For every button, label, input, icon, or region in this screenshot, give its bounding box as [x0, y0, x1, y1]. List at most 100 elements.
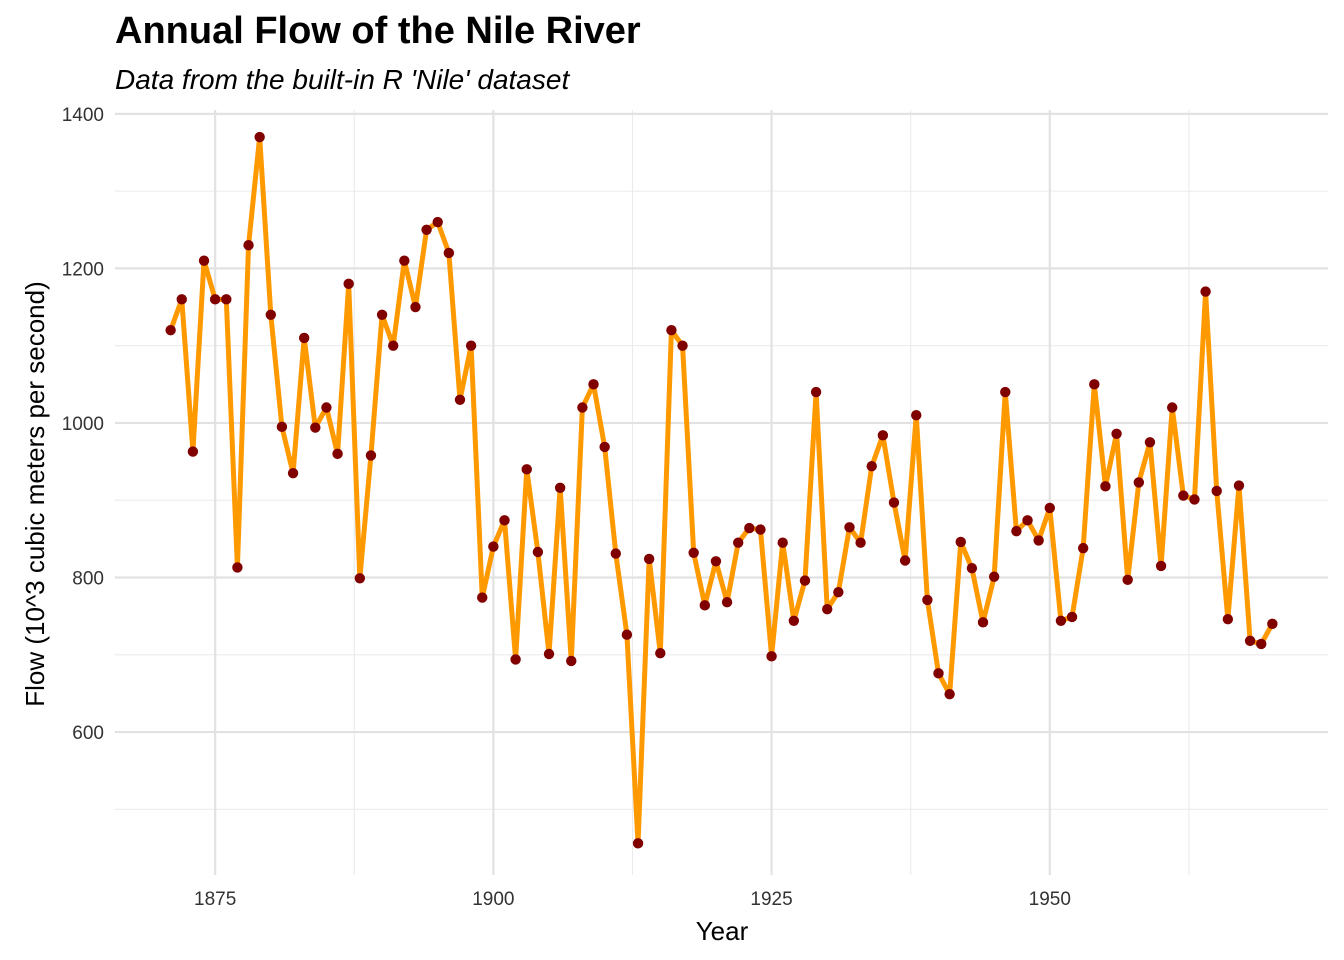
data-point	[799, 575, 811, 586]
data-point	[465, 340, 477, 351]
y-tick-label: 1200	[62, 259, 104, 280]
data-point	[1022, 515, 1033, 526]
data-point	[566, 655, 577, 667]
grid-layer	[115, 110, 1328, 875]
data-point	[933, 668, 944, 679]
x-tick-label: 1925	[750, 889, 792, 910]
data-point	[955, 536, 966, 548]
data-point	[888, 497, 900, 508]
data-point	[499, 515, 510, 526]
data-point	[977, 617, 989, 628]
y-axis-title: Flow (10^3 cubic meters per second)	[20, 281, 50, 706]
data-point	[432, 216, 443, 228]
chart-subtitle: Data from the built-in R 'Nile' dataset	[115, 64, 570, 95]
data-point	[543, 648, 555, 660]
chart-title: Annual Flow of the Nile River	[115, 10, 641, 52]
data-point	[877, 430, 889, 441]
data-point	[209, 294, 221, 305]
data-point	[243, 240, 254, 251]
data-point	[1211, 485, 1222, 497]
data-point	[1144, 437, 1156, 448]
data-point	[332, 448, 343, 460]
data-point	[1178, 490, 1189, 501]
data-point	[744, 522, 755, 534]
data-point	[666, 325, 677, 336]
data-point	[766, 651, 777, 662]
data-point	[1100, 481, 1111, 492]
data-point	[688, 547, 699, 558]
data-point	[287, 467, 299, 479]
data-point	[454, 394, 466, 405]
data-point	[810, 386, 822, 398]
data-point	[1233, 480, 1245, 491]
data-point	[532, 546, 544, 558]
data-point	[822, 603, 833, 615]
data-point	[777, 537, 788, 548]
y-tick-label: 1400	[62, 105, 104, 126]
data-point	[399, 255, 410, 266]
tick-layer: 1875 1900 1925 1950 600 800 1000 1200 1400	[62, 105, 1071, 910]
data-point	[254, 131, 265, 143]
data-point	[1133, 477, 1145, 488]
data-point	[911, 410, 922, 421]
data-point	[588, 379, 599, 390]
data-point	[944, 688, 955, 700]
data-point	[732, 537, 744, 548]
data-point	[1033, 535, 1044, 546]
data-point	[1066, 611, 1078, 623]
data-point	[365, 450, 377, 461]
data-point	[1077, 542, 1089, 554]
data-point	[833, 586, 844, 598]
data-point	[577, 402, 588, 413]
data-point	[388, 340, 399, 351]
data-point	[655, 648, 666, 659]
data-point	[621, 629, 633, 640]
x-tick-label: 1900	[472, 889, 514, 910]
data-point	[1055, 615, 1067, 626]
x-tick-label: 1875	[194, 889, 236, 910]
data-point	[554, 482, 566, 494]
data-point	[310, 422, 321, 433]
data-point	[899, 555, 911, 566]
data-point	[1011, 525, 1022, 537]
data-point	[443, 247, 455, 259]
data-point	[232, 562, 243, 573]
data-point	[521, 464, 532, 475]
data-point	[1089, 379, 1100, 390]
data-point	[866, 461, 877, 472]
data-point	[788, 615, 800, 626]
data-point	[699, 600, 711, 611]
data-point	[710, 556, 722, 567]
data-point	[410, 301, 421, 313]
line-layer	[168, 134, 1275, 846]
data-point	[922, 594, 933, 606]
data-point	[265, 309, 276, 320]
data-point	[1200, 286, 1211, 297]
data-point	[276, 421, 288, 433]
data-point	[632, 838, 644, 849]
y-tick-label: 600	[72, 723, 104, 744]
data-point	[321, 402, 332, 413]
data-point	[1122, 574, 1133, 586]
y-tick-label: 800	[72, 569, 104, 590]
data-point	[1044, 502, 1055, 514]
x-tick-label: 1950	[1029, 889, 1071, 910]
data-point	[1111, 428, 1122, 439]
data-point	[376, 309, 388, 320]
data-point	[176, 294, 187, 305]
data-point	[1244, 635, 1256, 647]
data-point	[966, 563, 978, 574]
data-point	[610, 548, 621, 559]
data-point	[1222, 614, 1234, 625]
x-axis-title: Year	[696, 916, 749, 946]
series-line	[168, 134, 1275, 846]
data-point	[677, 340, 688, 351]
data-point	[198, 255, 210, 266]
data-point	[1167, 402, 1178, 413]
data-point	[1189, 494, 1200, 505]
data-point	[844, 522, 855, 533]
data-point	[643, 553, 655, 565]
data-point	[1267, 618, 1278, 630]
data-point	[165, 325, 176, 336]
